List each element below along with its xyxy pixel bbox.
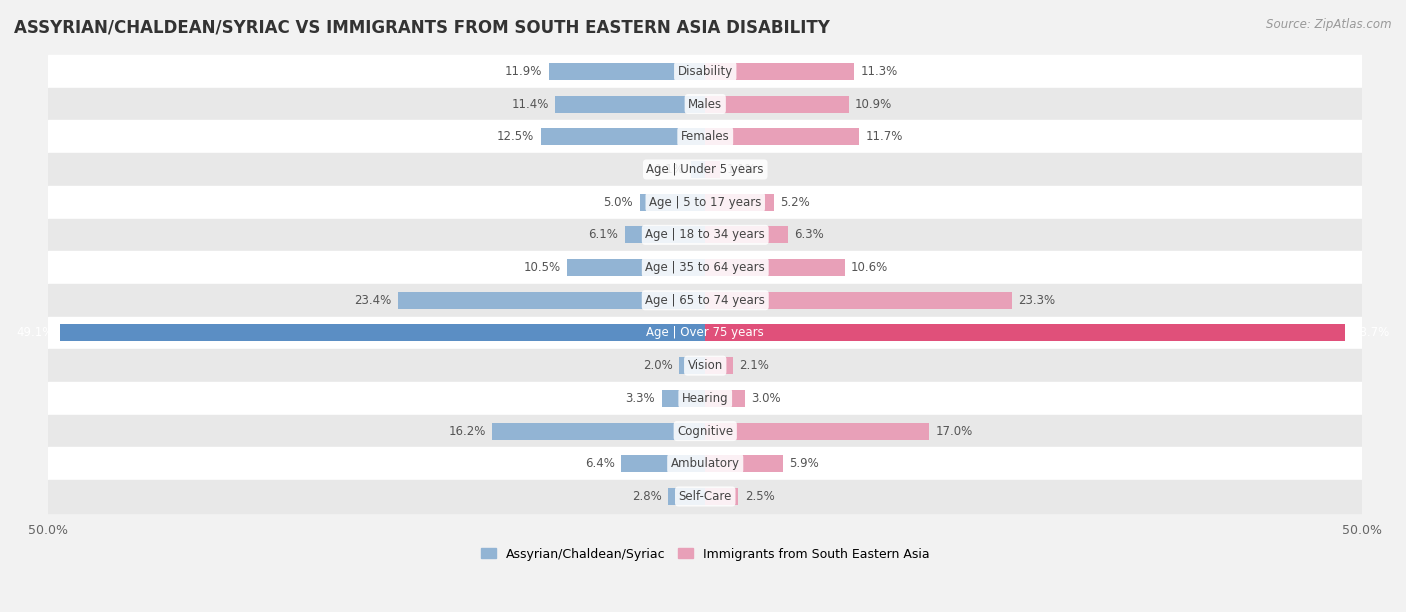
Bar bbox=[706, 129, 859, 145]
Bar bbox=[706, 259, 845, 276]
Bar bbox=[706, 324, 1346, 341]
Bar bbox=[48, 88, 1362, 121]
Text: 11.7%: 11.7% bbox=[866, 130, 903, 143]
Bar bbox=[555, 95, 706, 113]
Text: 2.0%: 2.0% bbox=[643, 359, 672, 372]
Bar bbox=[492, 422, 706, 439]
Bar bbox=[706, 292, 1011, 309]
Bar bbox=[567, 259, 706, 276]
Text: 12.5%: 12.5% bbox=[498, 130, 534, 143]
Text: 2.5%: 2.5% bbox=[745, 490, 775, 503]
Text: Age | Under 5 years: Age | Under 5 years bbox=[647, 163, 763, 176]
Text: 11.3%: 11.3% bbox=[860, 65, 897, 78]
Text: 23.3%: 23.3% bbox=[1018, 294, 1056, 307]
Legend: Assyrian/Chaldean/Syriac, Immigrants from South Eastern Asia: Assyrian/Chaldean/Syriac, Immigrants fro… bbox=[475, 543, 935, 565]
Text: 3.3%: 3.3% bbox=[626, 392, 655, 405]
Bar bbox=[48, 382, 1362, 415]
Text: Ambulatory: Ambulatory bbox=[671, 457, 740, 470]
Bar bbox=[48, 121, 1362, 153]
Text: 23.4%: 23.4% bbox=[354, 294, 391, 307]
Text: 6.3%: 6.3% bbox=[794, 228, 824, 241]
Text: Source: ZipAtlas.com: Source: ZipAtlas.com bbox=[1267, 18, 1392, 31]
Text: 10.9%: 10.9% bbox=[855, 97, 893, 111]
Text: 2.8%: 2.8% bbox=[633, 490, 662, 503]
Text: Self-Care: Self-Care bbox=[679, 490, 733, 503]
Bar bbox=[668, 488, 706, 505]
Bar bbox=[706, 95, 848, 113]
Text: 49.1%: 49.1% bbox=[15, 326, 53, 340]
Bar bbox=[48, 316, 1362, 349]
Text: Age | 18 to 34 years: Age | 18 to 34 years bbox=[645, 228, 765, 241]
Bar bbox=[706, 455, 783, 472]
Bar bbox=[706, 488, 738, 505]
Text: Hearing: Hearing bbox=[682, 392, 728, 405]
Text: Age | 5 to 17 years: Age | 5 to 17 years bbox=[650, 196, 762, 209]
Bar bbox=[48, 153, 1362, 186]
Text: ASSYRIAN/CHALDEAN/SYRIAC VS IMMIGRANTS FROM SOUTH EASTERN ASIA DISABILITY: ASSYRIAN/CHALDEAN/SYRIAC VS IMMIGRANTS F… bbox=[14, 18, 830, 36]
Text: 17.0%: 17.0% bbox=[935, 425, 973, 438]
Text: 48.7%: 48.7% bbox=[1353, 326, 1389, 340]
Bar bbox=[48, 349, 1362, 382]
Text: 5.9%: 5.9% bbox=[789, 457, 820, 470]
Bar bbox=[548, 63, 706, 80]
Bar bbox=[706, 390, 745, 407]
Bar bbox=[679, 357, 706, 374]
Text: 1.1%: 1.1% bbox=[654, 163, 685, 176]
Text: Vision: Vision bbox=[688, 359, 723, 372]
Bar bbox=[706, 226, 787, 244]
Bar bbox=[706, 357, 733, 374]
Text: 6.1%: 6.1% bbox=[589, 228, 619, 241]
Bar bbox=[626, 226, 706, 244]
Bar bbox=[398, 292, 706, 309]
Text: 10.6%: 10.6% bbox=[851, 261, 889, 274]
Text: 3.0%: 3.0% bbox=[751, 392, 780, 405]
Text: Age | Over 75 years: Age | Over 75 years bbox=[647, 326, 763, 340]
Bar bbox=[541, 129, 706, 145]
Bar bbox=[48, 251, 1362, 284]
Bar bbox=[48, 186, 1362, 218]
Bar bbox=[621, 455, 706, 472]
Text: 2.1%: 2.1% bbox=[740, 359, 769, 372]
Text: 1.1%: 1.1% bbox=[727, 163, 756, 176]
Bar bbox=[48, 218, 1362, 251]
Text: 5.0%: 5.0% bbox=[603, 196, 633, 209]
Bar bbox=[48, 55, 1362, 88]
Text: Age | 65 to 74 years: Age | 65 to 74 years bbox=[645, 294, 765, 307]
Text: 11.4%: 11.4% bbox=[512, 97, 548, 111]
Text: Females: Females bbox=[681, 130, 730, 143]
Bar bbox=[706, 422, 929, 439]
Text: 11.9%: 11.9% bbox=[505, 65, 543, 78]
Bar bbox=[48, 415, 1362, 447]
Bar bbox=[706, 193, 773, 211]
Text: 6.4%: 6.4% bbox=[585, 457, 614, 470]
Text: Disability: Disability bbox=[678, 65, 733, 78]
Text: 10.5%: 10.5% bbox=[523, 261, 561, 274]
Text: Cognitive: Cognitive bbox=[678, 425, 734, 438]
Text: 16.2%: 16.2% bbox=[449, 425, 485, 438]
Text: 5.2%: 5.2% bbox=[780, 196, 810, 209]
Bar bbox=[706, 161, 720, 178]
Bar bbox=[48, 284, 1362, 316]
Bar bbox=[48, 480, 1362, 513]
Bar bbox=[706, 63, 853, 80]
Bar bbox=[690, 161, 706, 178]
Text: Age | 35 to 64 years: Age | 35 to 64 years bbox=[645, 261, 765, 274]
Bar bbox=[640, 193, 706, 211]
Bar bbox=[662, 390, 706, 407]
Bar bbox=[48, 447, 1362, 480]
Text: Males: Males bbox=[688, 97, 723, 111]
Bar bbox=[60, 324, 706, 341]
